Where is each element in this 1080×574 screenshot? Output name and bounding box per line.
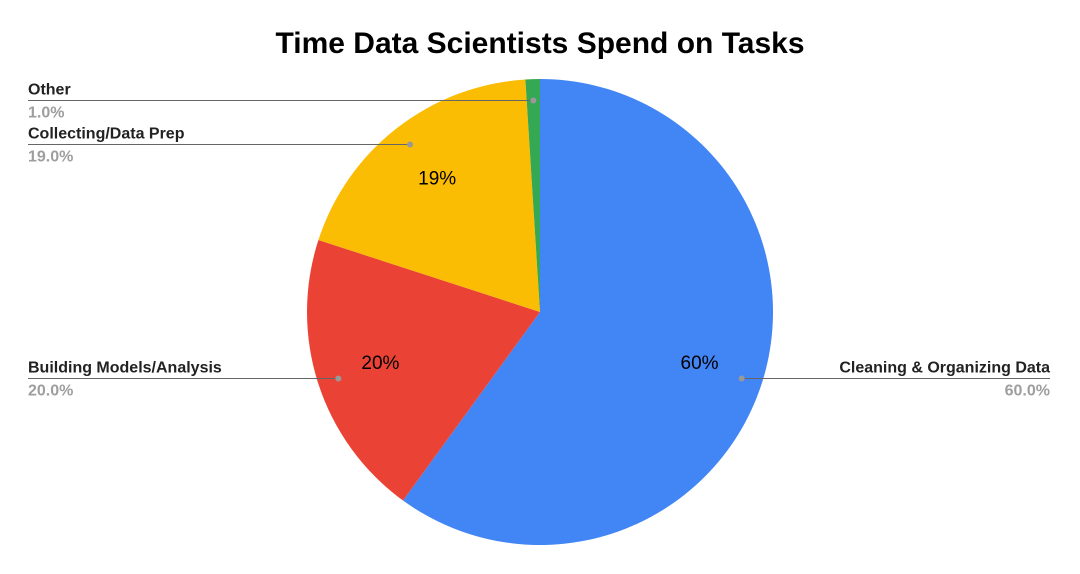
slice-percent-label-collecting-data-prep: 19% bbox=[418, 168, 456, 189]
callout-label-building-models-analysis: Building Models/Analysis bbox=[28, 360, 222, 377]
leader-dot-cleaning-and-organizing-data bbox=[738, 375, 745, 382]
chart-title: Time Data Scientists Spend on Tasks bbox=[275, 27, 805, 60]
slice-cleaning-and-organizing-data bbox=[403, 79, 774, 545]
leader-dot-building-models-analysis bbox=[335, 375, 342, 382]
slice-other bbox=[525, 79, 540, 312]
callout-label-other: Other bbox=[28, 82, 71, 99]
slice-percent-label-building-models-analysis: 20% bbox=[361, 353, 399, 374]
callout-percent-other: 1.0% bbox=[28, 105, 64, 122]
callout-percent-cleaning-and-organizing-data: 60.0% bbox=[1005, 383, 1050, 400]
leader-dot-collecting-data-prep bbox=[407, 141, 414, 148]
slice-building-models-analysis bbox=[307, 239, 540, 501]
slices-layer bbox=[307, 79, 774, 545]
callout-label-collecting-data-prep: Collecting/Data Prep bbox=[28, 126, 185, 143]
slice-percent-label-cleaning-and-organizing-data: 60% bbox=[681, 353, 719, 374]
inner-labels-layer: 60% 20% 19% bbox=[361, 168, 718, 373]
callout-percent-collecting-data-prep: 19.0% bbox=[28, 149, 73, 166]
callouts-layer: Cleaning & Organizing Data 60.0% Building … bbox=[28, 82, 1050, 400]
callout-percent-building-models-analysis: 20.0% bbox=[28, 383, 73, 400]
callout-label-cleaning-and-organizing-data: Cleaning & Organizing Data bbox=[839, 360, 1050, 377]
slice-collecting-data-prep bbox=[318, 79, 540, 312]
leader-dot-other bbox=[530, 97, 537, 104]
